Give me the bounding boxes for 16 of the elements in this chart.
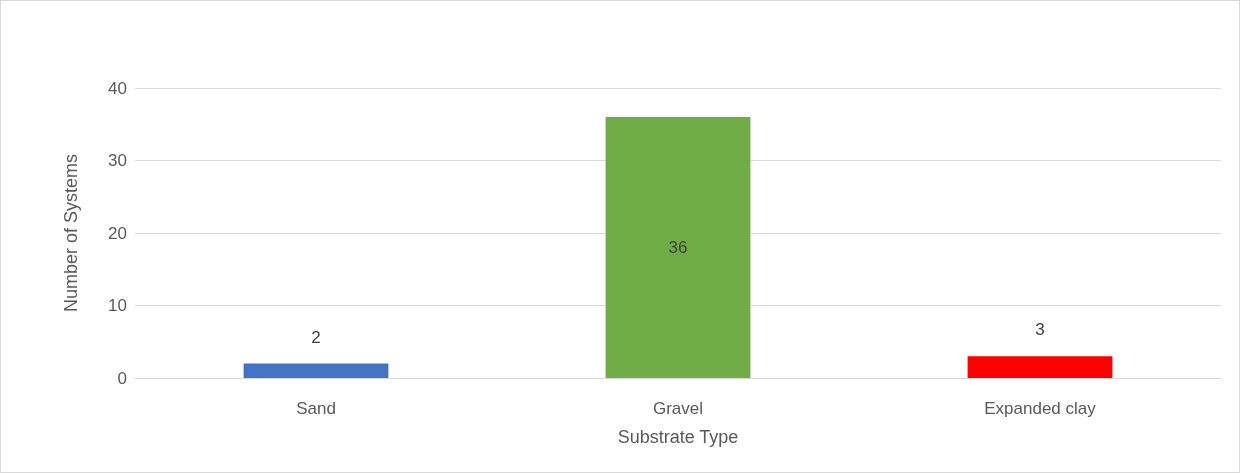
y-tick-label: 20 (108, 223, 127, 243)
data-label: 2 (311, 327, 321, 347)
data-label: 3 (1035, 320, 1045, 340)
bar (967, 356, 1113, 378)
y-axis-title: Number of Systems (61, 153, 81, 313)
x-axis-title: Substrate Type (617, 427, 739, 447)
bar (243, 363, 389, 378)
y-tick-label: 30 (108, 151, 127, 170)
y-tick-label: 0 (117, 368, 127, 388)
x-tick-label: Sand (296, 399, 336, 418)
data-label: 36 (668, 238, 688, 257)
x-tick-label: Expanded clay (984, 399, 1097, 418)
x-tick-label: Gravel (652, 399, 704, 418)
bar (605, 117, 751, 378)
y-tick-label: 40 (108, 78, 127, 98)
y-tick-label: 10 (108, 296, 127, 315)
